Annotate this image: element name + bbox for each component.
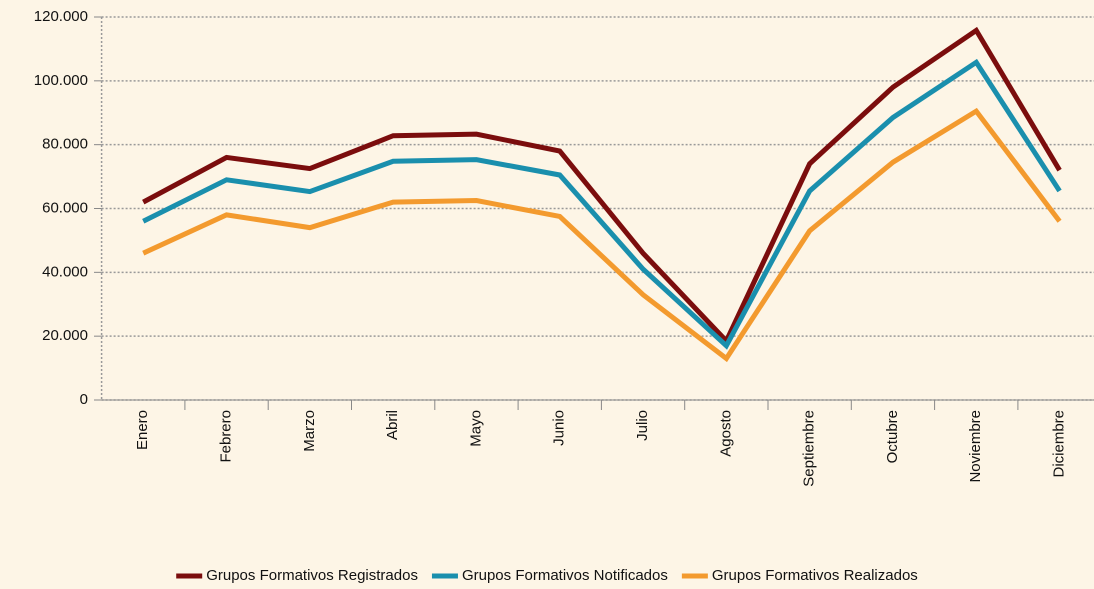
x-tick-label: Julio bbox=[634, 410, 651, 441]
y-tick-label: 60.000 bbox=[42, 199, 88, 216]
y-tick-label: 20.000 bbox=[42, 327, 88, 344]
x-tick-label: Febrero bbox=[218, 410, 235, 463]
x-tick-label: Junio bbox=[551, 410, 568, 446]
x-tick-label: Enero bbox=[134, 410, 151, 450]
legend-label: Grupos Formativos Registrados bbox=[206, 567, 418, 584]
y-tick-label: 120.000 bbox=[34, 8, 88, 25]
y-tick-label: 0 bbox=[80, 391, 88, 408]
y-tick-label: 40.000 bbox=[42, 263, 88, 280]
x-tick-label: Septiembre bbox=[801, 410, 818, 487]
x-tick-label: Mayo bbox=[467, 410, 484, 447]
series-line bbox=[142, 26, 1062, 346]
y-tick-label: 100.000 bbox=[34, 72, 88, 89]
x-tick-label: Octubre bbox=[884, 410, 901, 463]
x-tick-label: Diciembre bbox=[1051, 410, 1068, 478]
x-tick-label: Agosto bbox=[717, 410, 734, 457]
x-tick-label: Noviembre bbox=[967, 410, 984, 483]
series-line bbox=[142, 107, 1062, 363]
x-tick-label: Abril bbox=[384, 410, 401, 440]
series-line bbox=[142, 58, 1062, 350]
x-tick-label: Marzo bbox=[301, 410, 318, 452]
legend-label: Grupos Formativos Realizados bbox=[712, 567, 918, 584]
legend: Grupos Formativos Registrados Grupos Form… bbox=[176, 567, 918, 584]
y-tick-label: 80.000 bbox=[42, 136, 88, 153]
legend-label: Grupos Formativos Notificados bbox=[462, 567, 668, 584]
